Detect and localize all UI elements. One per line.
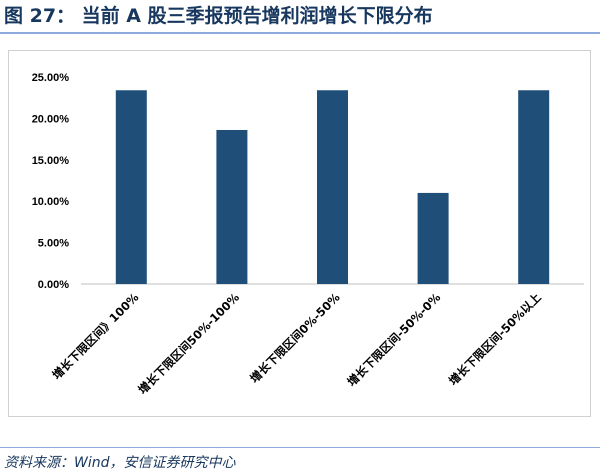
bar: [518, 90, 550, 284]
y-tick-label: 20.00%: [32, 113, 70, 125]
x-tick-label: 增长下限区间》100%: [49, 290, 141, 382]
x-tick-label: 增长下限区间50%-100%: [135, 290, 242, 397]
bar: [216, 129, 248, 284]
bar-chart: 0.00% 5.00% 10.00% 15.00% 20.00% 25.00% 增长下限区间…: [32, 72, 584, 397]
bar: [115, 90, 147, 284]
x-tick-label: 增长下限区间-50%-0%: [345, 290, 444, 389]
source-note: 资料来源：Wind，安信证券研究中心: [4, 455, 236, 471]
y-tick-label: 0.00%: [38, 279, 69, 291]
y-tick-label: 10.00%: [32, 196, 70, 208]
y-tick-label: 5.00%: [38, 238, 69, 250]
y-tick-label: 15.00%: [32, 155, 70, 167]
figure-title: 图 27： 当前 A 股三季报预告增利润增长下限分布: [4, 5, 433, 27]
chart-frame: 0.00% 5.00% 10.00% 15.00% 20.00% 25.00% 增长下限区间…: [8, 50, 591, 417]
y-tick-label: 25.00%: [32, 72, 70, 84]
x-tick-label: 增长下限区间-50%以上: [446, 290, 544, 388]
footer-rule: [0, 447, 600, 448]
title-rule: [0, 32, 600, 34]
bar: [417, 192, 449, 284]
x-tick-label: 增长下限区间0%-50%: [247, 290, 343, 386]
bar: [317, 90, 348, 284]
